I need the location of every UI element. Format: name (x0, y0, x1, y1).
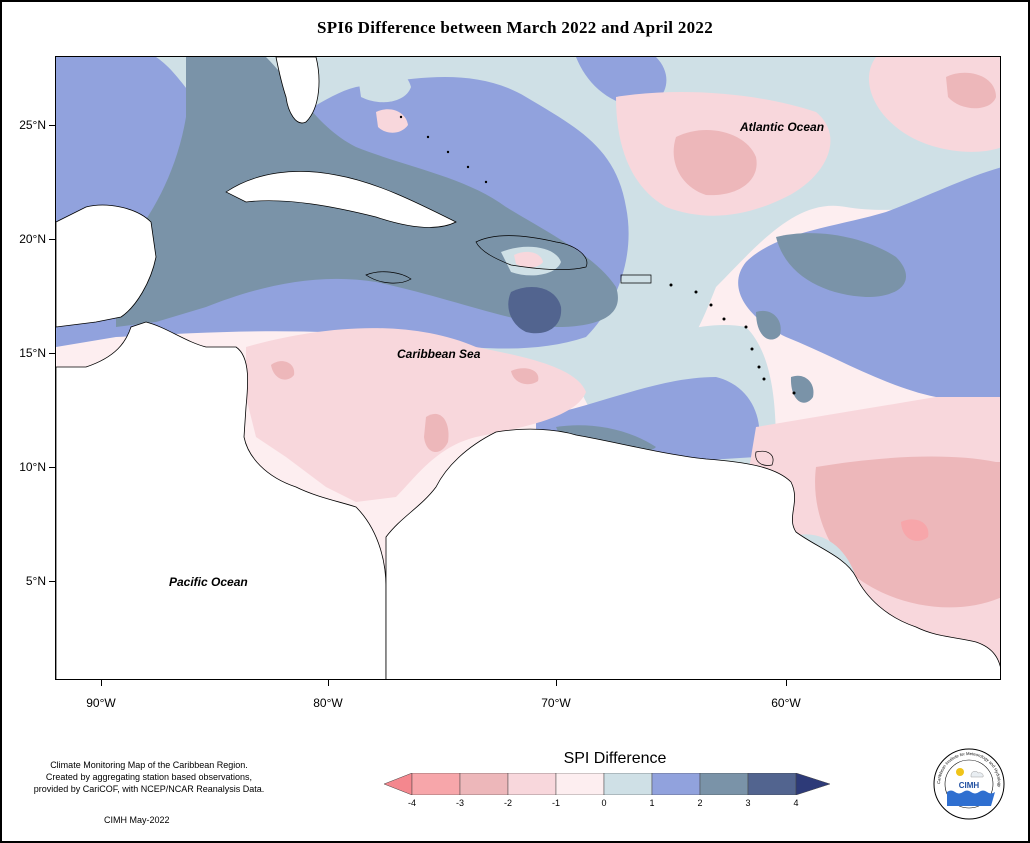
lat-label-10n: 10°N (19, 460, 46, 474)
cimh-logo: Caribbean Institute for Meteorology and … (933, 748, 1005, 820)
lon-label-80w: 80°W (313, 696, 343, 710)
island-chain (399, 115, 796, 395)
spi-band-neg4-neg3-guyana (901, 519, 929, 541)
land-florida (275, 57, 320, 124)
logo-text: CIMH (959, 781, 980, 790)
map-title: SPI6 Difference between March 2022 and A… (316, 18, 714, 37)
lon-label-70w: 70°W (541, 696, 571, 710)
land-jamaica (365, 271, 412, 284)
legend-swatch-0-1 (603, 773, 653, 795)
spi-band-neg2-neg1-colombia (424, 413, 449, 453)
lat-tick-10n (49, 467, 55, 468)
spi-band-2-3-windward (790, 375, 814, 403)
legend-colorbar (384, 773, 830, 795)
wave-icon (947, 790, 995, 806)
land-yucatan (56, 204, 157, 328)
lat-label-25n: 25°N (19, 118, 46, 132)
legend-title: SPI Difference (563, 750, 667, 767)
legend-label-0: 0 (601, 798, 607, 808)
legend-swatch-neg1-0 (555, 773, 605, 795)
legend-label-neg4: -4 (407, 798, 416, 808)
legend-label-4: 4 (793, 798, 799, 808)
lon-label-60w: 60°W (771, 696, 801, 710)
legend-label-neg3: -3 (455, 798, 464, 808)
lon-tick-70w (556, 680, 557, 686)
legend-swatch-2-3 (699, 773, 749, 795)
credit-stamp: CIMH May-2022 (104, 815, 170, 825)
legend-swatch-1-2 (651, 773, 701, 795)
credit-line-3: provided by CariCOF, with NCEP/NCAR Rean… (33, 784, 265, 794)
lat-tick-25n (49, 125, 55, 126)
legend-label-neg1: -1 (551, 798, 560, 808)
legend-swatch-neg2-neg1 (507, 773, 557, 795)
legend-label-3: 3 (745, 798, 751, 808)
land-south-america (385, 428, 1000, 679)
label-atlantic-ocean: Atlantic Ocean (740, 120, 825, 134)
spi-band-neg1-0-bahamas (376, 109, 408, 133)
spi-band-neg1-0-caribbean (246, 328, 586, 502)
land-cuba (225, 171, 457, 228)
land-trinidad (755, 450, 774, 466)
lon-tick-60w (786, 680, 787, 686)
lon-tick-90w (101, 680, 102, 686)
spi-map (56, 57, 1000, 679)
legend-swatch-above-4 (795, 773, 830, 795)
lat-tick-20n (49, 239, 55, 240)
spi-band-3-4-jamaica (508, 287, 562, 334)
cloud-icon (970, 771, 984, 778)
legend-label-neg2: -2 (503, 798, 512, 808)
sun-icon (956, 768, 964, 776)
land-hispaniola (475, 235, 588, 270)
spi-band-neg2-neg1-atlantic (673, 129, 757, 196)
legend-swatch-neg3-neg2 (459, 773, 509, 795)
credit-text: Climate Monitoring Map of the Caribbean … (18, 759, 280, 795)
spi-band-2-3-antilles (756, 310, 781, 340)
legend-label-2: 2 (697, 798, 703, 808)
land-puerto-rico (620, 274, 652, 284)
legend-swatch-below-neg4 (384, 773, 413, 795)
spi-band-neg2-neg1-caribbean-2 (511, 368, 539, 385)
spi-band-neg2-neg1-topright (946, 72, 996, 109)
label-pacific-ocean: Pacific Ocean (169, 575, 248, 589)
legend-swatch-neg4-neg3 (411, 773, 461, 795)
credit-line-2: Created by aggregating station based obs… (45, 772, 253, 782)
lat-tick-5n (49, 581, 55, 582)
lon-label-90w: 90°W (86, 696, 116, 710)
land-central-america (56, 321, 387, 679)
legend-swatch-3-4 (747, 773, 797, 795)
spi-band-0-1-florida (356, 60, 411, 103)
map-panel: Atlantic Ocean Caribbean Sea Pacific Oce… (55, 56, 1001, 680)
credit-line-1: Climate Monitoring Map of the Caribbean … (50, 760, 248, 770)
lat-label-20n: 20°N (19, 232, 46, 246)
spi-band-2-3-atlantic (776, 233, 906, 297)
spi-band-neg2-neg1-caribbean (271, 361, 295, 380)
spi-band-neg1-0-hispaniola (514, 251, 543, 268)
lat-label-5n: 5°N (25, 574, 46, 588)
label-caribbean-sea: Caribbean Sea (397, 347, 481, 361)
lat-label-15n: 15°N (19, 346, 46, 360)
lat-tick-15n (49, 353, 55, 354)
legend-label-1: 1 (649, 798, 655, 808)
lon-tick-80w (328, 680, 329, 686)
